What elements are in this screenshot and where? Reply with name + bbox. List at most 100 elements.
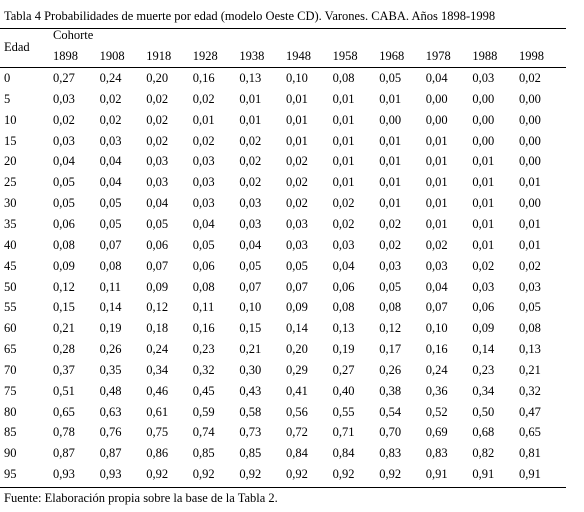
age-cell: 55 bbox=[4, 300, 17, 315]
age-cell: 25 bbox=[4, 175, 17, 190]
value-cell: 0,01 bbox=[472, 216, 495, 231]
value-cell: 0,06 bbox=[332, 279, 355, 294]
value-cell: 0,00 bbox=[379, 112, 402, 127]
value-cell: 0,02 bbox=[146, 133, 169, 148]
value-cell: 0,05 bbox=[239, 258, 262, 273]
value-cell: 0,50 bbox=[472, 404, 495, 419]
value-cell: 0,26 bbox=[99, 342, 122, 357]
value-cell: 0,06 bbox=[53, 216, 75, 231]
value-cell: 0,85 bbox=[239, 446, 262, 461]
value-cell: 0,04 bbox=[332, 258, 355, 273]
value-cell: 0,03 bbox=[286, 216, 308, 231]
column-header: 1908 bbox=[99, 49, 125, 63]
value-cell: 0,58 bbox=[239, 404, 262, 419]
value-cell: 0,02 bbox=[146, 112, 169, 127]
value-cell: 0,00 bbox=[425, 112, 448, 127]
value-cell: 0,03 bbox=[53, 133, 75, 148]
value-cell: 0,91 bbox=[519, 467, 541, 482]
value-cell: 0,04 bbox=[425, 71, 448, 85]
value-cell: 0,05 bbox=[53, 175, 75, 190]
value-cell: 0,05 bbox=[53, 196, 75, 211]
value-cell: 0,01 bbox=[425, 216, 448, 231]
age-cell: 85 bbox=[4, 425, 17, 440]
value-cell: 0,01 bbox=[519, 216, 541, 231]
value-cell: 0,03 bbox=[332, 237, 355, 252]
value-cell: 0,00 bbox=[519, 133, 541, 148]
value-cell: 0,19 bbox=[332, 342, 355, 357]
value-cell: 0,03 bbox=[425, 258, 448, 273]
value-cell: 0,02 bbox=[519, 258, 541, 273]
value-cell: 0,06 bbox=[192, 258, 215, 273]
value-cell: 0,14 bbox=[99, 300, 122, 315]
value-cell: 0,73 bbox=[239, 425, 262, 440]
value-cell: 0,92 bbox=[286, 467, 308, 482]
age-cell: 65 bbox=[4, 342, 17, 357]
value-cell: 0,69 bbox=[425, 425, 448, 440]
value-cell: 0,01 bbox=[239, 112, 262, 127]
footer: Fuente: Elaboración propia sobre la base… bbox=[4, 491, 278, 505]
value-cell: 0,26 bbox=[379, 362, 402, 377]
value-cell: 0,08 bbox=[332, 71, 355, 85]
value-cell: 0,72 bbox=[286, 425, 308, 440]
value-cell: 0,91 bbox=[472, 467, 495, 482]
value-cell: 0,74 bbox=[192, 425, 215, 440]
value-cell: 0,12 bbox=[53, 279, 75, 294]
column-header: 1968 bbox=[379, 49, 405, 63]
value-cell: 0,10 bbox=[239, 300, 262, 315]
value-cell: 0,09 bbox=[472, 321, 495, 336]
value-cell: 0,04 bbox=[239, 237, 262, 252]
value-cell: 0,01 bbox=[472, 196, 495, 211]
value-cell: 0,01 bbox=[425, 133, 448, 148]
value-cell: 0,06 bbox=[146, 237, 169, 252]
value-cell: 0,01 bbox=[519, 175, 541, 190]
column-header: 1948 bbox=[286, 49, 311, 63]
value-cell: 0,01 bbox=[332, 154, 355, 169]
value-cell: 0,01 bbox=[332, 91, 355, 106]
value-cell: 0,01 bbox=[379, 91, 402, 106]
age-cell: 10 bbox=[4, 112, 17, 127]
value-cell: 0,03 bbox=[472, 279, 495, 294]
value-cell: 0,05 bbox=[192, 237, 215, 252]
value-cell: 0,13 bbox=[519, 342, 541, 357]
value-cell: 0,00 bbox=[519, 91, 541, 106]
value-cell: 0,07 bbox=[146, 258, 169, 273]
value-cell: 0,03 bbox=[146, 154, 169, 169]
value-cell: 0,08 bbox=[379, 300, 402, 315]
age-cell: 45 bbox=[4, 258, 17, 273]
value-cell: 0,05 bbox=[286, 258, 308, 273]
value-cell: 0,02 bbox=[519, 71, 541, 85]
value-cell: 0,02 bbox=[286, 154, 308, 169]
value-cell: 0,04 bbox=[192, 216, 215, 231]
value-cell: 0,01 bbox=[425, 175, 448, 190]
value-cell: 0,03 bbox=[146, 175, 169, 190]
column-header: 1988 bbox=[472, 49, 498, 63]
value-cell: 0,32 bbox=[519, 383, 541, 398]
header-rule bbox=[0, 67, 566, 68]
age-cell: 40 bbox=[4, 237, 17, 252]
value-cell: 0,00 bbox=[519, 196, 541, 211]
value-cell: 0,35 bbox=[99, 362, 122, 377]
value-cell: 0,36 bbox=[425, 383, 448, 398]
value-cell: 0,10 bbox=[425, 321, 448, 336]
value-cell: 0,03 bbox=[192, 196, 215, 211]
value-cell: 0,01 bbox=[332, 112, 355, 127]
value-cell: 0,08 bbox=[519, 321, 541, 336]
value-cell: 0,93 bbox=[53, 467, 75, 482]
value-cell: 0,16 bbox=[192, 321, 215, 336]
value-cell: 0,92 bbox=[379, 467, 402, 482]
value-cell: 0,34 bbox=[146, 362, 169, 377]
age-cell: 60 bbox=[4, 321, 17, 336]
value-cell: 0,38 bbox=[379, 383, 402, 398]
value-cell: 0,04 bbox=[99, 154, 122, 169]
value-cell: 0,00 bbox=[519, 112, 541, 127]
value-cell: 0,00 bbox=[472, 112, 495, 127]
age-cell: 75 bbox=[4, 383, 17, 398]
age-header: Edad bbox=[4, 40, 30, 54]
value-cell: 0,00 bbox=[472, 133, 495, 148]
group-header: Cohorte bbox=[53, 28, 94, 42]
value-cell: 0,02 bbox=[472, 258, 495, 273]
value-cell: 0,84 bbox=[332, 446, 355, 461]
value-cell: 0,23 bbox=[472, 362, 495, 377]
value-cell: 0,00 bbox=[472, 91, 495, 106]
age-cell: 15 bbox=[4, 133, 17, 148]
